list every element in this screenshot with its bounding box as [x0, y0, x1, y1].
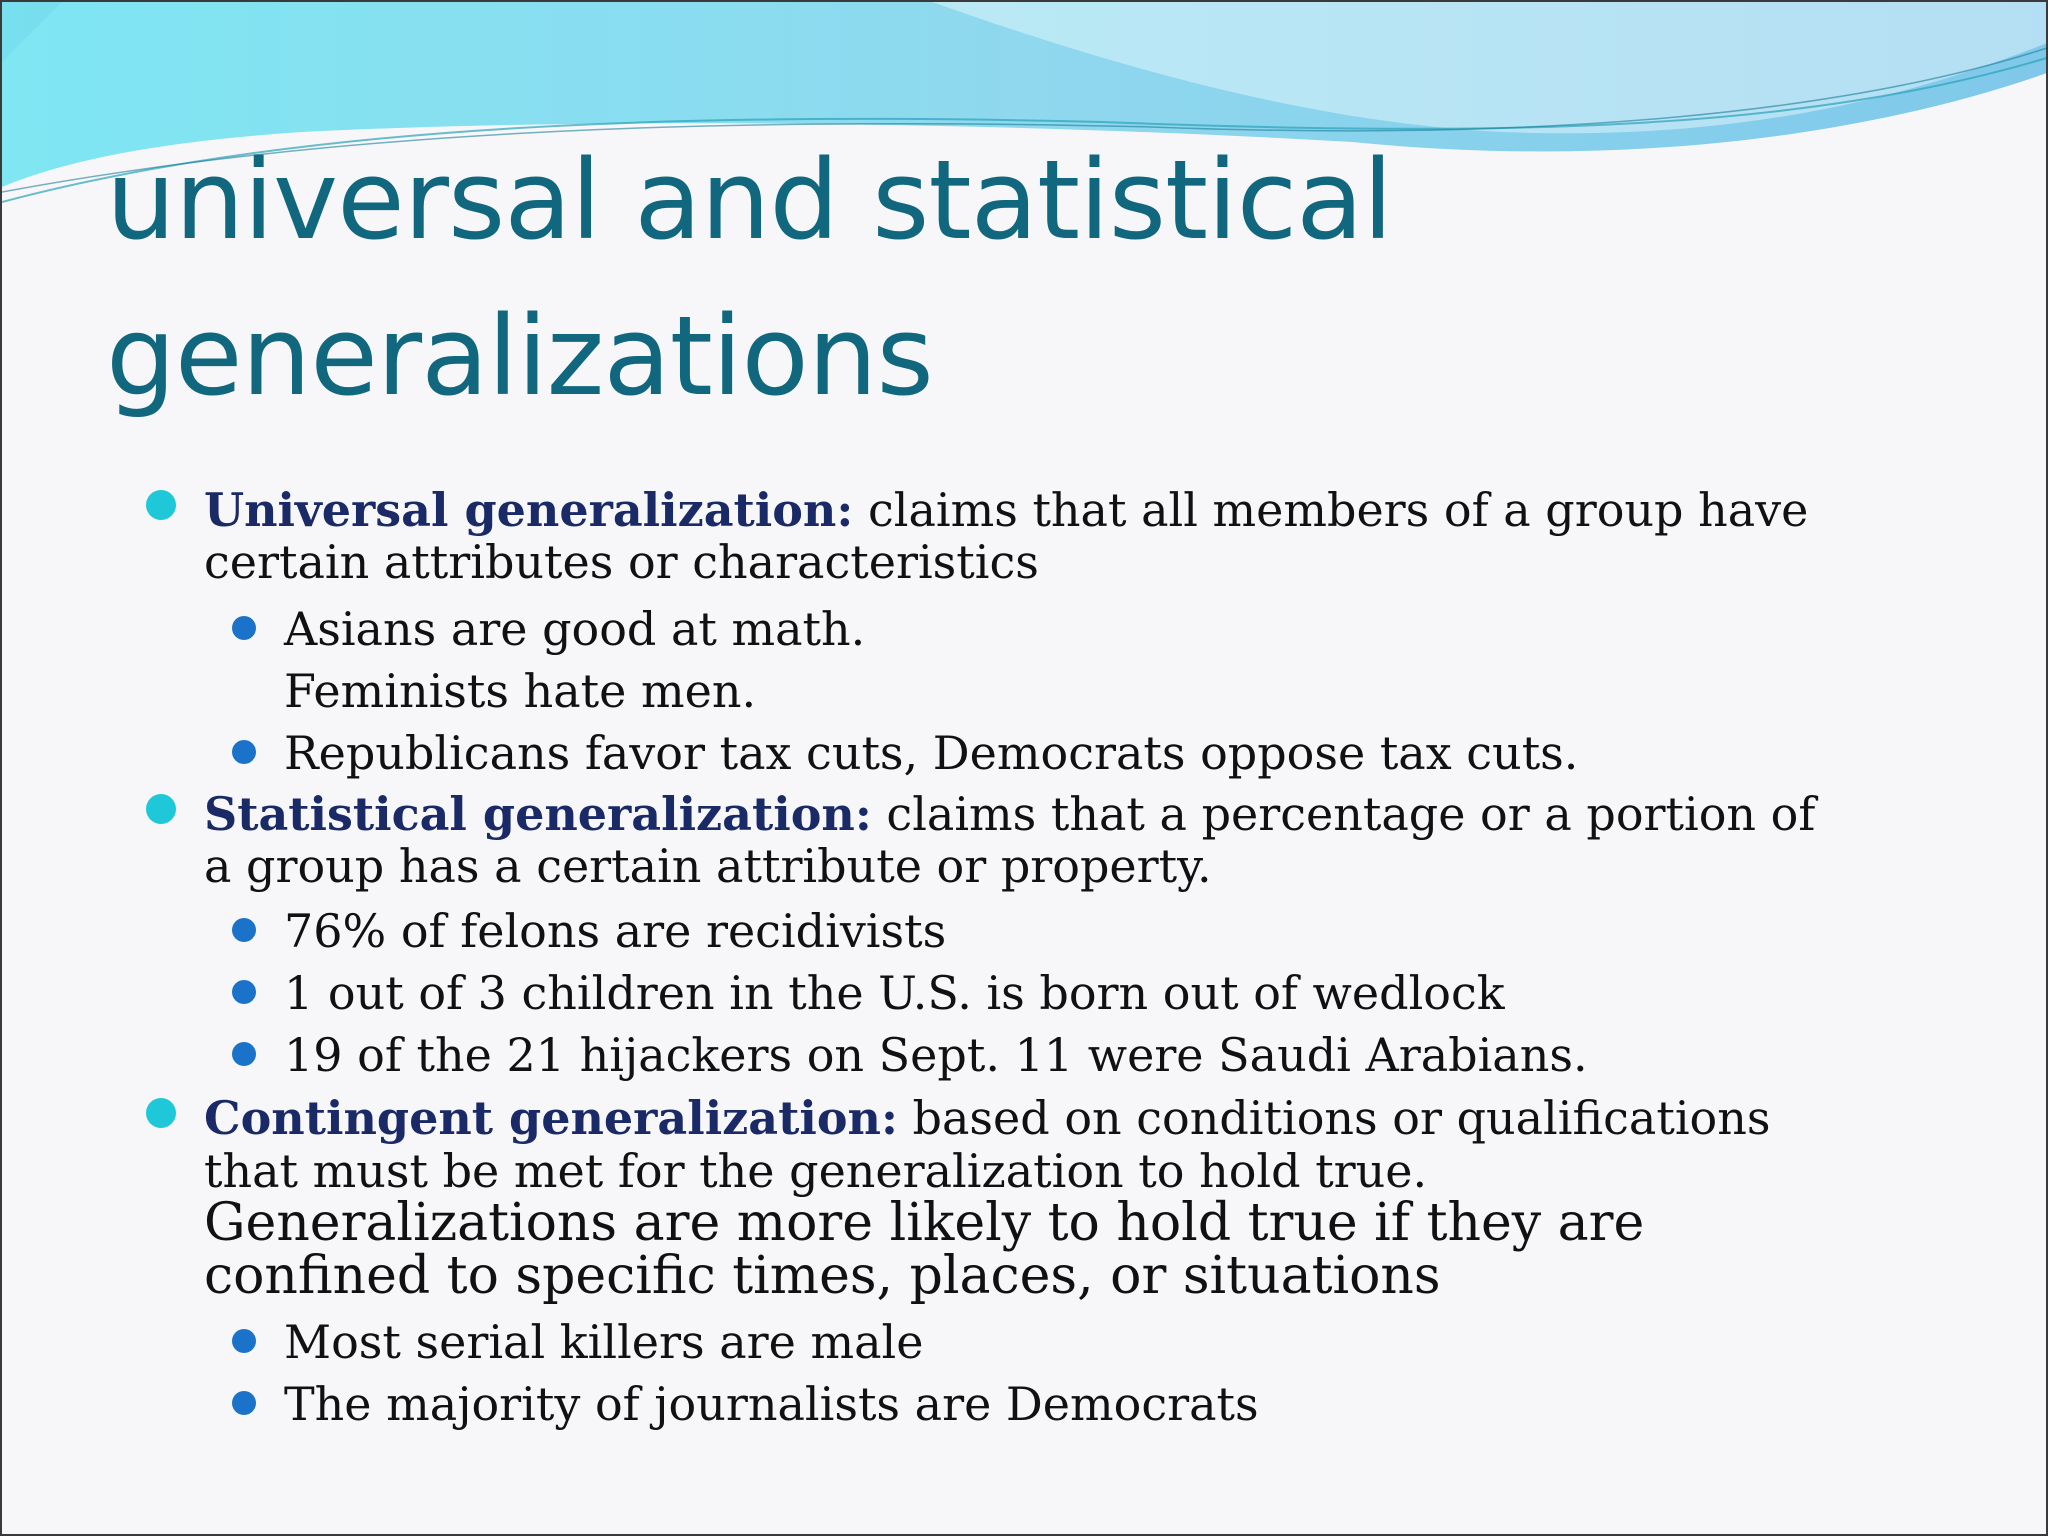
sub-list-item: Most serial killers are male: [142, 1311, 1842, 1373]
sub-bullet-icon: [232, 1391, 256, 1415]
sub-list-item: The majority of journalists are Democrat…: [142, 1373, 1842, 1435]
bullet-icon: [146, 1098, 176, 1128]
slide-title: universal and statistical generalization…: [106, 122, 1806, 434]
sub-list-item: Republicans favor tax cuts, Democrats op…: [142, 722, 1842, 784]
header-wave-decoration: [2, 2, 2046, 203]
item-text-large: Generalizations are more likely to hold …: [204, 1193, 1645, 1306]
list-item-statistical: Statistical generalization: claims that …: [142, 788, 1842, 892]
sub-list-item: Feminists hate men.: [142, 660, 1842, 722]
list-item-contingent: Contingent generalization: based on cond…: [142, 1092, 1842, 1303]
sub-list-item: Asians are good at math.: [142, 598, 1842, 660]
sub-list-item: 76% of felons are recidivists: [142, 900, 1842, 962]
sub-item-text: Republicans favor tax cuts, Democrats op…: [284, 726, 1579, 780]
sub-bullet-icon: [232, 918, 256, 942]
sub-bullet-icon: [232, 1042, 256, 1066]
sub-item-text: The majority of journalists are Democrat…: [284, 1377, 1259, 1431]
item-text: based on conditions or qualifications th…: [204, 1091, 1771, 1198]
term-label: Statistical generalization:: [204, 787, 872, 841]
sub-list-item: 1 out of 3 children in the U.S. is born …: [142, 962, 1842, 1024]
bullet-icon: [146, 794, 176, 824]
title-line-2: generalizations: [106, 292, 934, 420]
title-line-1: universal and statistical: [106, 136, 1393, 264]
sub-bullet-icon: [232, 740, 256, 764]
sub-bullet-icon: [232, 616, 256, 640]
sub-item-text: Most serial killers are male: [284, 1315, 924, 1369]
sub-item-text: 19 of the 21 hijackers on Sept. 11 were …: [284, 1028, 1588, 1082]
sub-item-text: Asians are good at math.: [284, 602, 866, 656]
list-item-universal: Universal generalization: claims that al…: [142, 484, 1842, 588]
bullet-icon: [146, 490, 176, 520]
sub-bullet-icon: [232, 980, 256, 1004]
sub-bullet-icon: [232, 1329, 256, 1353]
sub-list-item: 19 of the 21 hijackers on Sept. 11 were …: [142, 1024, 1842, 1086]
item-text: claims that a percentage or a portion of…: [204, 787, 1816, 893]
sub-item-text: 76% of felons are recidivists: [284, 904, 947, 958]
bullet-list: Universal generalization: claims that al…: [142, 484, 1842, 1435]
term-label: Contingent generalization:: [204, 1091, 898, 1145]
term-label: Universal generalization:: [204, 483, 854, 537]
sub-item-text: 1 out of 3 children in the U.S. is born …: [284, 966, 1505, 1020]
sub-item-text: Feminists hate men.: [284, 664, 757, 718]
item-text: claims that all members of a group have …: [204, 483, 1809, 589]
